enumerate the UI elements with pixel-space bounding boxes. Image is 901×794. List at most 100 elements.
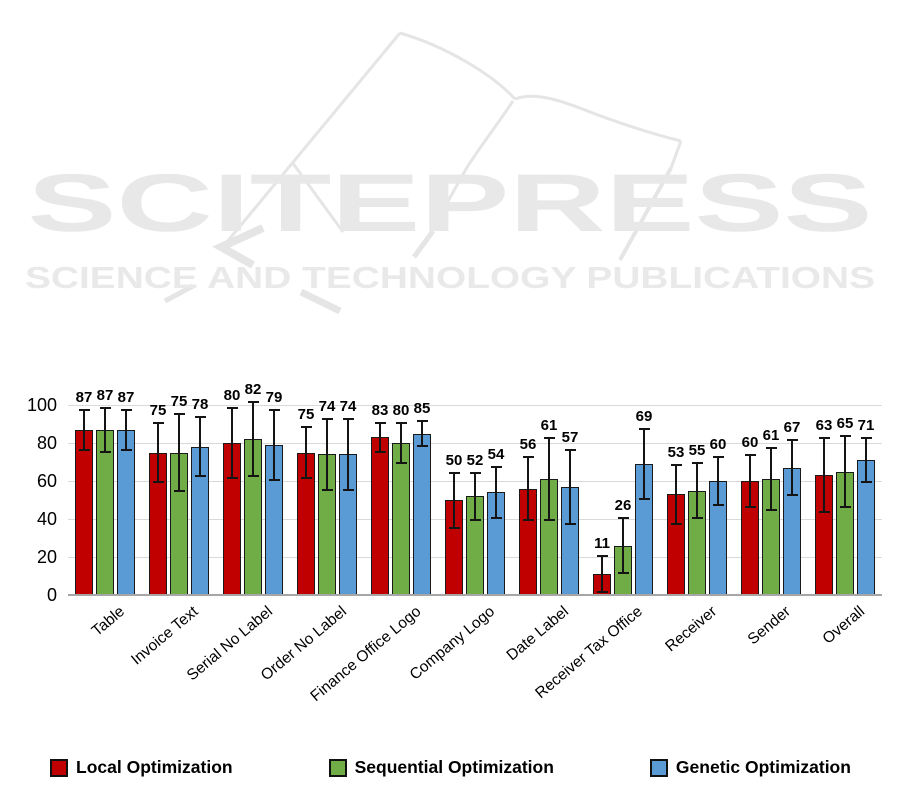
error-bar-cap-top [564, 448, 576, 451]
error-bar-cap-bottom [564, 522, 576, 525]
error-bar-cap-top [543, 437, 555, 440]
error-bar-cap-bottom [321, 488, 333, 491]
bar-local-optimization-finance-office-logo [371, 437, 389, 595]
error-bar-cap-top [744, 454, 756, 457]
error-bar [675, 463, 677, 525]
error-bar-cap-bottom [469, 518, 481, 521]
error-bar [379, 422, 381, 453]
error-bar-cap-top [99, 406, 111, 409]
x-axis-line [68, 594, 882, 596]
error-bar [643, 427, 645, 500]
error-bar-cap-top [818, 437, 830, 440]
y-axis-tick-label: 0 [46, 585, 57, 605]
error-bar-cap-top [617, 517, 629, 520]
error-bar [326, 418, 328, 491]
error-bar-cap-top [395, 422, 407, 425]
error-bar [252, 401, 254, 478]
y-axis-tick-label: 60 [36, 471, 57, 491]
error-bar-cap-top [321, 418, 333, 421]
error-bar-cap-top [173, 412, 185, 415]
plot-area: 87 87 87 75 75 78 80 82 79 75 74 74 83 80 85 50 52 54 56 61… [68, 382, 882, 595]
error-bar-cap-top [670, 463, 682, 466]
error-bar-cap-bottom [194, 475, 206, 478]
bar-genetic-optimization-finance-office-logo [413, 433, 431, 595]
bar-value-label: 75 [149, 402, 167, 420]
bar-value-label: 65 [836, 415, 854, 433]
error-bar [104, 406, 106, 453]
bar-value-label: 87 [75, 388, 93, 406]
error-bar-cap-bottom [448, 526, 460, 529]
error-bar [400, 422, 402, 464]
y-axis-tick-label: 20 [36, 547, 57, 567]
bar-value-label: 61 [762, 426, 780, 444]
error-bar-cap-top [247, 401, 259, 404]
error-bar-cap-bottom [712, 503, 724, 506]
bar-value-label: 87 [96, 386, 114, 404]
bar-value-label: 85 [413, 400, 431, 418]
bar-sequential-optimization-finance-office-logo [392, 443, 410, 595]
error-bar-cap-bottom [342, 488, 354, 491]
error-bar-cap-bottom [818, 511, 830, 514]
error-bar-cap-bottom [300, 477, 312, 480]
legend-label: Sequential Optimization [354, 757, 554, 777]
error-bar [601, 555, 603, 594]
error-bar-cap-bottom [839, 505, 851, 508]
bar-value-label: 83 [371, 402, 389, 420]
bar-value-label: 26 [614, 497, 632, 515]
legend-item-local-optimization: Local Optimization [50, 757, 233, 778]
error-bar-cap-bottom [247, 475, 259, 478]
gridline-100 [68, 404, 882, 406]
legend-swatch [50, 758, 69, 777]
error-bar-cap-bottom [638, 498, 650, 500]
legend-label: Genetic Optimization [675, 757, 851, 777]
error-bar-cap-bottom [744, 505, 756, 508]
x-axis-category-label: Date Label [503, 603, 572, 665]
bar-value-label: 75 [297, 405, 315, 423]
bar-value-label: 50 [445, 451, 463, 469]
x-axis-category-label: Sender [744, 603, 794, 649]
bar-value-label: 63 [815, 417, 833, 435]
error-bar-cap-bottom [786, 494, 798, 497]
x-axis-category-label: Table [88, 603, 128, 640]
error-bar-cap-bottom [268, 479, 280, 481]
error-bar-cap-top [839, 435, 851, 438]
gridline-80 [68, 442, 882, 444]
error-bar-cap-bottom [99, 450, 111, 453]
error-bar-cap-top [268, 408, 280, 411]
bar-value-label: 80 [223, 386, 241, 404]
error-bar-cap-bottom [522, 518, 534, 521]
bar-value-label: 69 [635, 407, 653, 425]
error-bar-cap-top [300, 425, 312, 428]
bar-genetic-optimization-table [117, 429, 135, 595]
error-bar [527, 456, 529, 521]
error-bar-cap-top [469, 471, 481, 474]
bar-value-label: 75 [170, 392, 188, 410]
error-bar-cap-top [194, 416, 206, 419]
error-bar-cap-bottom [152, 480, 164, 483]
error-bar-cap-top [712, 456, 724, 459]
x-axis-category-label: Receiver [662, 603, 720, 656]
error-bar-cap-top [416, 420, 428, 423]
error-bar-cap-bottom [617, 572, 629, 575]
bar-value-label: 54 [487, 445, 505, 463]
bar-value-label: 67 [783, 419, 801, 437]
error-bar-cap-top [786, 439, 798, 442]
error-bar [569, 448, 571, 525]
bar-value-label: 61 [540, 417, 558, 435]
bar-value-label: 55 [688, 442, 706, 459]
error-bar-cap-bottom [173, 490, 185, 493]
legend-item-genetic-optimization: Genetic Optimization [649, 757, 851, 778]
error-bar [844, 435, 846, 508]
error-bar-cap-bottom [691, 517, 703, 519]
error-bar-cap-bottom [490, 517, 502, 519]
legend: Local Optimization Sequential Optimizatio… [0, 757, 901, 778]
error-bar-cap-bottom [596, 591, 608, 594]
error-bar-cap-bottom [226, 477, 238, 480]
error-bar [83, 408, 85, 451]
y-axis-tick-label: 40 [36, 509, 57, 529]
error-bar [231, 406, 233, 480]
bar-value-label: 60 [741, 434, 759, 452]
error-bar-cap-top [374, 422, 386, 425]
bar-value-label: 74 [339, 398, 357, 416]
